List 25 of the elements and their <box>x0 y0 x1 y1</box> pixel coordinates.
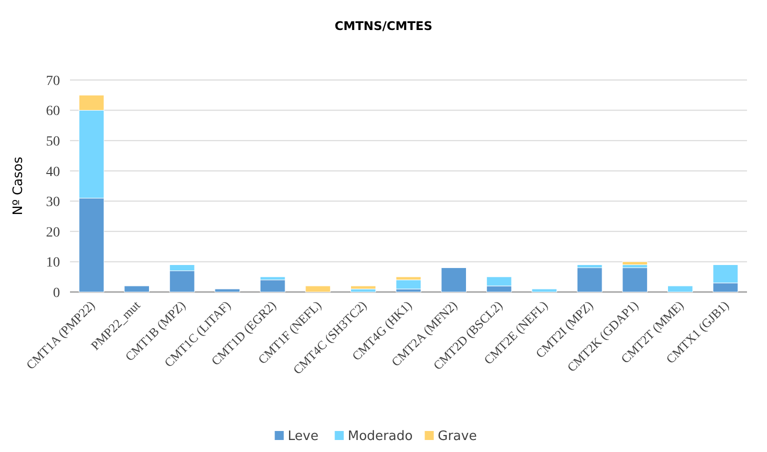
bar <box>622 261 648 265</box>
bar <box>441 268 466 292</box>
bar <box>124 286 150 292</box>
bar <box>396 280 422 290</box>
y-axis-title: Nº Casos <box>11 156 26 216</box>
y-tick-label: 70 <box>46 74 60 89</box>
bar <box>668 286 693 292</box>
y-tick-label: 30 <box>46 195 60 210</box>
y-tick-label: 50 <box>46 134 60 150</box>
bar <box>305 286 331 292</box>
y-tick-label: 10 <box>46 256 60 271</box>
y-tick-label: 20 <box>46 225 60 240</box>
legend-label: Moderado <box>348 429 413 444</box>
legend-label: Leve <box>288 429 318 444</box>
bar <box>260 280 286 292</box>
y-tick-label: 40 <box>46 164 60 180</box>
bar <box>532 288 558 292</box>
bar <box>350 286 376 290</box>
bar <box>622 268 648 292</box>
bar <box>214 288 240 292</box>
bar <box>576 268 602 292</box>
legend-label: Grave <box>438 429 477 444</box>
y-tick-label: 60 <box>46 104 60 120</box>
y-tick-label: 0 <box>53 286 60 301</box>
chart-title: CMTNS/CMTES <box>334 19 432 33</box>
